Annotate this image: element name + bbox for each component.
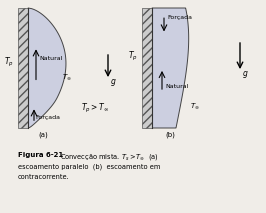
Text: escoamento paralelo  (b)  escoamento em: escoamento paralelo (b) escoamento em	[18, 163, 160, 170]
Text: Natural: Natural	[165, 83, 188, 88]
Text: Convecção mista. $T_s > T_\infty$  (a): Convecção mista. $T_s > T_\infty$ (a)	[58, 152, 159, 162]
Text: contracorrente.: contracorrente.	[18, 174, 70, 180]
Text: Figura 6-21: Figura 6-21	[18, 152, 63, 158]
Text: (b): (b)	[165, 131, 175, 138]
Text: Forçada: Forçada	[35, 115, 60, 120]
Polygon shape	[152, 8, 189, 128]
Text: (a): (a)	[38, 131, 48, 138]
Text: Natural: Natural	[39, 56, 62, 61]
Polygon shape	[28, 8, 66, 128]
Text: $T_p > T_\infty$: $T_p > T_\infty$	[81, 101, 109, 115]
Text: $T_p$: $T_p$	[4, 55, 14, 69]
Text: g: g	[111, 77, 116, 86]
Text: g: g	[243, 69, 248, 78]
Bar	[18, 8, 28, 128]
Text: $T_p$: $T_p$	[128, 49, 138, 63]
Text: $T_\infty$: $T_\infty$	[62, 73, 72, 82]
Text: Forçada: Forçada	[167, 15, 192, 20]
Bar	[142, 8, 152, 128]
Text: $T_\infty$: $T_\infty$	[190, 102, 200, 111]
